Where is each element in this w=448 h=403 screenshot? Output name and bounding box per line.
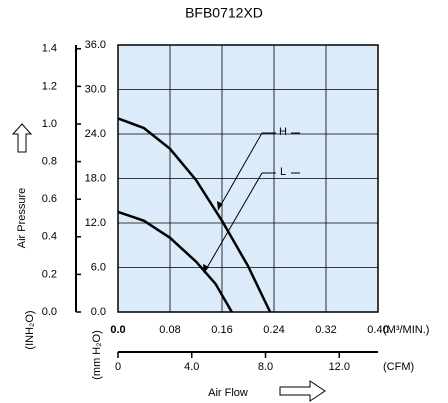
curve (117, 117, 272, 313)
leader-arrow (217, 201, 223, 210)
y-tick-label: 24.0 (85, 128, 106, 140)
y2-tick-label: 0.6 (42, 193, 57, 205)
y2-unit: (INH₂O) (24, 310, 36, 349)
y-tick-label: 30.0 (85, 83, 106, 95)
up-arrow (11, 123, 33, 153)
chart-title: BFB0712XD (185, 5, 263, 21)
y-tick-label: 0.0 (91, 306, 106, 318)
x2-tick-label: 4.0 (184, 361, 199, 373)
leader (203, 172, 263, 274)
x-tick-label: 0.32 (315, 324, 336, 336)
curve (117, 210, 233, 313)
y2-tick-label: 0.4 (42, 231, 57, 243)
x-tick-label: 0.16 (211, 324, 232, 336)
leader-arrow (203, 264, 209, 273)
y2-tick-label: 1.4 (42, 43, 57, 55)
x-unit: (M³/MIN.) (383, 324, 429, 336)
y-tick-label: 6.0 (91, 261, 106, 273)
x2-tick-label: 8.0 (258, 361, 273, 373)
x2-tick-label: 12.0 (329, 361, 350, 373)
y-tick-label: 12.0 (85, 217, 106, 229)
series-label: H (279, 126, 287, 138)
x-tick-label: 0.40 (367, 324, 388, 336)
series-label: L (280, 166, 286, 178)
x2-tick-label: 0 (115, 361, 121, 373)
x-axis-label: Air Flow (208, 387, 248, 399)
y2-tick-label: 1.2 (42, 80, 57, 92)
y-unit: (mm H₂O) (91, 330, 103, 379)
y2-tick-label: 0.8 (42, 155, 57, 167)
y2-tick-label: 0.2 (42, 268, 57, 280)
right-arrow (279, 380, 326, 402)
y-tick-label: 18.0 (85, 172, 106, 184)
x2-unit: (CFM) (383, 361, 414, 373)
y-tick-label: 36.0 (85, 39, 106, 51)
leader (217, 132, 263, 211)
y2-tick-label: 1.0 (42, 118, 57, 130)
x-tick-label: 0.24 (263, 324, 284, 336)
x-tick-label: 0.08 (159, 324, 180, 336)
y2-tick-label: 0.0 (42, 306, 57, 318)
y-axis-label: Air Pressure (16, 188, 28, 249)
x-tick-label: 0.0 (110, 324, 125, 336)
